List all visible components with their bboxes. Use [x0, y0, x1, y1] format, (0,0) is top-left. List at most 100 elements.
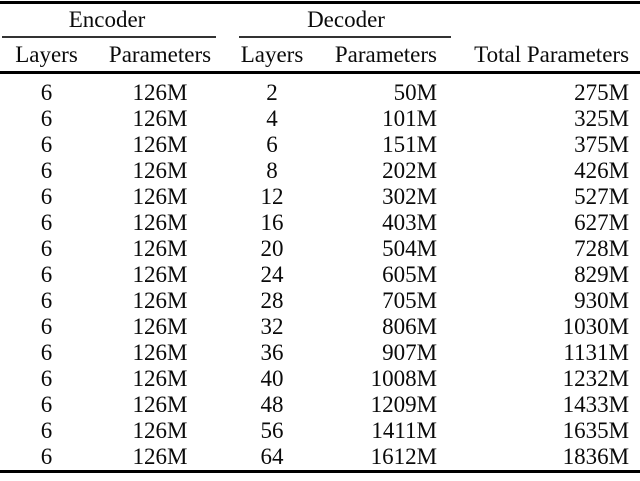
cell-decoder-layers: 4 [266, 106, 278, 131]
cell-decoder-layers: 8 [266, 158, 278, 183]
col-header-decoder-parameters: Parameters [334, 42, 438, 67]
cell-decoder-parameters: 907M [382, 340, 438, 365]
cell-decoder-parameters: 50M [393, 80, 438, 105]
cell-decoder-layers: 40 [260, 366, 284, 391]
cell-total-parameters: 1836M [562, 444, 630, 469]
cell-decoder-layers: 64 [260, 444, 284, 469]
cell-encoder-parameters: 126M [132, 106, 188, 131]
cell-encoder-parameters: 126M [132, 80, 188, 105]
cell-decoder-layers: 12 [260, 184, 284, 209]
cell-total-parameters: 728M [574, 236, 630, 261]
table-row: 6 126M 8 202M 426M [0, 158, 640, 184]
cell-decoder-layers: 16 [260, 210, 284, 235]
cell-encoder-layers: 6 [40, 158, 53, 183]
col-header-encoder-parameters: Parameters [108, 42, 212, 67]
cell-decoder-parameters: 1411M [371, 418, 438, 443]
group-header-decoder: Decoder [307, 6, 385, 32]
decoder-underline-rule [239, 36, 452, 38]
cell-decoder-layers: 20 [260, 236, 284, 261]
cell-encoder-layers: 6 [40, 262, 53, 287]
table-row: 6 126M 12 302M 527M [0, 184, 640, 210]
cell-encoder-layers: 6 [40, 184, 53, 209]
cell-decoder-layers: 56 [260, 418, 284, 443]
cell-encoder-parameters: 126M [132, 262, 188, 287]
table-row: 6 126M 4 101M 325M [0, 106, 640, 132]
cell-encoder-parameters: 126M [132, 236, 188, 261]
cell-encoder-layers: 6 [40, 210, 53, 235]
table-row: 6 126M 28 705M 930M [0, 288, 640, 314]
group-header-row: Encoder Decoder [0, 3, 640, 36]
cell-decoder-parameters: 302M [382, 184, 438, 209]
decoder-underline-cell [227, 35, 455, 39]
cell-encoder-parameters: 126M [132, 340, 188, 365]
cell-decoder-layers: 36 [260, 340, 284, 365]
cell-total-parameters: 1030M [562, 314, 630, 339]
cell-encoder-parameters: 126M [132, 288, 188, 313]
cell-encoder-layers: 6 [40, 444, 53, 469]
cell-total-parameters: 1635M [562, 418, 630, 443]
cmidrule-row [0, 35, 640, 39]
cell-decoder-parameters: 605M [382, 262, 438, 287]
cell-encoder-parameters: 126M [132, 392, 188, 417]
table-row: 6 126M 64 1612M 1836M [0, 444, 640, 472]
cell-decoder-parameters: 705M [382, 288, 438, 313]
encoder-underline-rule [2, 36, 217, 38]
table-row: 6 126M 40 1008M 1232M [0, 366, 640, 392]
cell-encoder-layers: 6 [40, 80, 53, 105]
cell-total-parameters: 1131M [563, 340, 630, 365]
cell-decoder-parameters: 504M [382, 236, 438, 261]
cell-decoder-parameters: 403M [382, 210, 438, 235]
cell-encoder-layers: 6 [40, 366, 53, 391]
table-row: 6 126M 16 403M 627M [0, 210, 640, 236]
table-row: 6 126M 6 151M 375M [0, 132, 640, 158]
col-header-encoder-layers: Layers [15, 42, 78, 67]
cell-encoder-parameters: 126M [132, 184, 188, 209]
cell-encoder-parameters: 126M [132, 132, 188, 157]
cell-decoder-layers: 32 [260, 314, 284, 339]
table-row: 6 126M 24 605M 829M [0, 262, 640, 288]
cell-total-parameters: 829M [574, 262, 630, 287]
encoder-underline-cell [0, 35, 227, 39]
cell-decoder-layers: 48 [260, 392, 284, 417]
cell-total-parameters: 1433M [562, 392, 630, 417]
cell-decoder-parameters: 1209M [370, 392, 438, 417]
cell-encoder-layers: 6 [40, 288, 53, 313]
cell-total-parameters: 426M [574, 158, 630, 183]
cell-decoder-parameters: 1008M [370, 366, 438, 391]
cell-encoder-layers: 6 [40, 314, 53, 339]
table-header: Encoder Decoder Layers Parameters Layers… [0, 3, 640, 73]
table-row: 6 126M 2 50M 275M [0, 73, 640, 107]
cell-total-parameters: 375M [574, 132, 630, 157]
cell-total-parameters: 1232M [562, 366, 630, 391]
table-body: 6 126M 2 50M 275M 6 126M 4 101M 325M 6 126M 6 151M 375… [0, 73, 640, 472]
cell-decoder-parameters: 1612M [370, 444, 438, 469]
cell-encoder-parameters: 126M [132, 444, 188, 469]
cell-total-parameters: 930M [574, 288, 630, 313]
group-header-encoder: Encoder [68, 6, 146, 32]
cell-encoder-parameters: 126M [132, 158, 188, 183]
table-row: 6 126M 20 504M 728M [0, 236, 640, 262]
cell-decoder-layers: 2 [266, 80, 278, 105]
col-header-total-parameters: Total Parameters [474, 42, 630, 67]
cell-decoder-parameters: 806M [382, 314, 438, 339]
cell-decoder-parameters: 202M [382, 158, 438, 183]
table-row: 6 126M 56 1411M 1635M [0, 418, 640, 444]
cell-encoder-layers: 6 [40, 340, 53, 365]
cell-decoder-layers: 28 [260, 288, 284, 313]
cell-total-parameters: 527M [574, 184, 630, 209]
table-row: 6 126M 48 1209M 1433M [0, 392, 640, 418]
cell-encoder-layers: 6 [40, 392, 53, 417]
cell-total-parameters: 275M [574, 80, 630, 105]
cell-encoder-layers: 6 [40, 418, 53, 443]
cell-encoder-layers: 6 [40, 132, 53, 157]
cell-encoder-parameters: 126M [132, 210, 188, 235]
table-row: 6 126M 36 907M 1131M [0, 340, 640, 366]
table-row: 6 126M 32 806M 1030M [0, 314, 640, 340]
cell-decoder-parameters: 101M [382, 106, 438, 131]
cell-encoder-layers: 6 [40, 236, 53, 261]
cell-encoder-parameters: 126M [132, 366, 188, 391]
column-header-row: Layers Parameters Layers Parameters Tota… [0, 39, 640, 73]
cell-total-parameters: 325M [574, 106, 630, 131]
